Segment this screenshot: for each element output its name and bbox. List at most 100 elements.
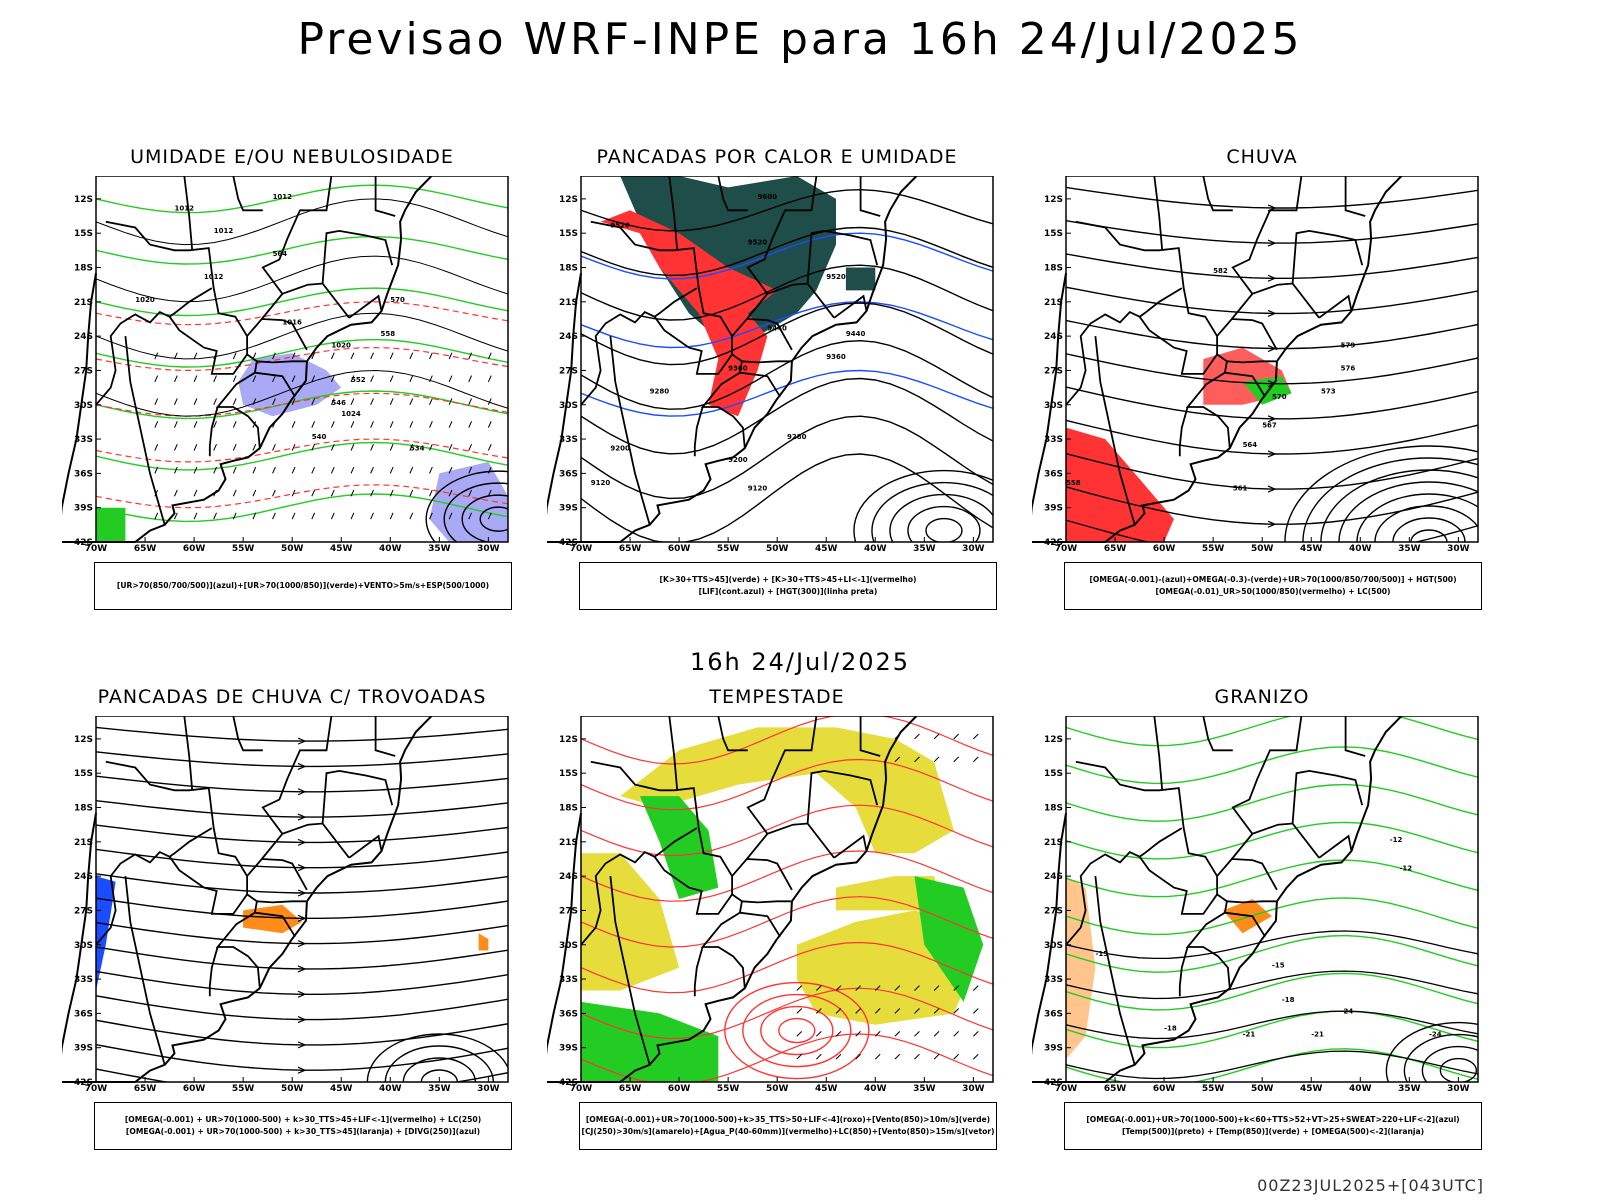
lon-tick-label: 60W bbox=[668, 544, 691, 554]
wind-arrow bbox=[311, 489, 316, 497]
lat-tick-label: 12S bbox=[1044, 735, 1063, 745]
red-streamline bbox=[581, 987, 993, 1040]
lon-tick-label: 50W bbox=[1251, 1084, 1274, 1094]
wind-vector bbox=[894, 1008, 901, 1014]
wind-vector bbox=[855, 1030, 861, 1037]
political-border bbox=[261, 282, 350, 320]
temp-ring bbox=[1439, 1057, 1478, 1082]
lat-tick-label: 24S bbox=[559, 872, 578, 882]
hgt-contour bbox=[581, 264, 993, 321]
lat-tick-label: 24S bbox=[1044, 872, 1063, 882]
wind-vector bbox=[855, 1008, 861, 1014]
red-area bbox=[1066, 427, 1174, 542]
wind-arrow bbox=[389, 512, 394, 520]
wind-arrow bbox=[448, 421, 453, 428]
wind-arrow bbox=[291, 512, 296, 520]
political-border bbox=[693, 406, 704, 457]
lat-tick-label: 21S bbox=[74, 298, 93, 308]
lon-tick-label: 65W bbox=[134, 1084, 157, 1094]
lon-tick-label: 40W bbox=[379, 1084, 402, 1094]
wind-arrow bbox=[409, 352, 414, 360]
lon-tick-label: 40W bbox=[1349, 1084, 1372, 1094]
wind-arrow bbox=[350, 443, 355, 451]
contour-label: 9120 bbox=[591, 479, 611, 487]
streamline bbox=[1066, 253, 1478, 279]
wind-vector bbox=[874, 1030, 881, 1037]
panel-title: UMIDADE E/OU NEBULOSIDADE bbox=[130, 146, 454, 168]
legend-box: [OMEGA(-0.001) + UR>70(1000-500) + k>30_… bbox=[94, 1102, 512, 1150]
political-border bbox=[256, 900, 306, 904]
lat-tick-label: 36S bbox=[559, 1009, 578, 1019]
wind-arrow bbox=[174, 443, 178, 451]
wind-arrow bbox=[429, 398, 433, 405]
wind-arrow bbox=[468, 421, 473, 428]
streamline bbox=[96, 824, 508, 844]
map-frame bbox=[580, 176, 994, 543]
wind-vector bbox=[796, 1008, 803, 1014]
contour-label: 534 bbox=[410, 445, 425, 453]
political-border bbox=[232, 716, 263, 752]
wind-arrow bbox=[409, 398, 414, 405]
wind-vector bbox=[933, 1053, 940, 1060]
wind-arrow bbox=[193, 398, 198, 405]
wind-arrow bbox=[252, 466, 257, 474]
lat-tick-label: 33S bbox=[74, 435, 93, 445]
map-granizo: -12 -12 -15 -15 -18 -18 -21 -21 -24 -24 12S 15S 18S 2… bbox=[1032, 716, 1479, 1094]
map-base bbox=[62, 716, 433, 1083]
lat-tick-label: 18S bbox=[559, 804, 578, 814]
wind-arrow bbox=[232, 352, 237, 360]
wind-vector bbox=[816, 1053, 822, 1060]
stream-ring bbox=[1338, 481, 1478, 542]
political-border bbox=[254, 911, 296, 938]
map-layers bbox=[96, 726, 508, 1082]
wind-arrow bbox=[370, 352, 374, 360]
political-border bbox=[261, 822, 350, 860]
wind-arrow bbox=[409, 421, 414, 428]
map-frame bbox=[580, 716, 994, 1083]
wind-vector bbox=[816, 1008, 822, 1014]
lon-tick-label: 55W bbox=[232, 1084, 255, 1094]
contour-label: 558 bbox=[1066, 479, 1081, 487]
political-border bbox=[105, 760, 248, 895]
hgt-ring bbox=[871, 481, 993, 542]
stream-ring bbox=[384, 1045, 495, 1082]
political-border bbox=[1291, 229, 1364, 284]
political-border bbox=[1318, 294, 1353, 319]
coastline bbox=[1032, 176, 1403, 543]
wind-arrow bbox=[232, 421, 237, 428]
wind-arrow bbox=[193, 421, 198, 428]
map-pancadas-calor: 9600 9520 9520 9520 9440 9440 9360 9360 9280 9280… bbox=[547, 176, 994, 554]
lat-tick-label: 33S bbox=[74, 975, 93, 985]
political-border bbox=[1226, 900, 1276, 904]
temp500-contour bbox=[1066, 1010, 1478, 1040]
wind-arrow bbox=[174, 398, 178, 405]
wind-arrow bbox=[311, 375, 316, 383]
orange-area bbox=[478, 933, 489, 951]
flow-arrow bbox=[1267, 415, 1277, 423]
wind-arrow bbox=[291, 489, 296, 497]
coastline bbox=[62, 716, 433, 1083]
lat-tick-label: 39S bbox=[74, 1044, 93, 1054]
contour-label: 582 bbox=[1213, 267, 1228, 275]
wind-vector bbox=[874, 985, 881, 991]
wind-arrow bbox=[468, 443, 473, 451]
political-border bbox=[321, 229, 394, 284]
panel-title: TEMPESTADE bbox=[709, 686, 845, 708]
wind-arrow bbox=[272, 489, 276, 497]
wind-arrow bbox=[448, 443, 453, 451]
wind-vector bbox=[973, 756, 979, 763]
political-border bbox=[1065, 827, 1183, 946]
political-border bbox=[95, 287, 213, 406]
wind-arrow bbox=[429, 375, 433, 383]
wind-arrow bbox=[468, 375, 473, 383]
contour-label: 1012 bbox=[204, 273, 224, 281]
red-area bbox=[600, 210, 778, 417]
wind-arrow bbox=[389, 489, 394, 497]
political-border bbox=[321, 769, 394, 824]
legend-line-2: [Temp(500)](preto) + [Temp(850)](verde) … bbox=[1121, 1127, 1425, 1136]
humid-area bbox=[238, 353, 342, 417]
political-border bbox=[806, 229, 879, 284]
contour-label: 570 bbox=[1272, 393, 1287, 401]
wind-arrow bbox=[213, 443, 217, 451]
wind-arrow bbox=[154, 421, 159, 428]
